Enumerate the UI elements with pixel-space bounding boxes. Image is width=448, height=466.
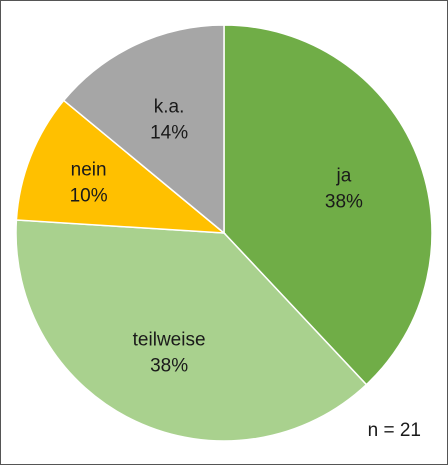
slice-category-label: k.a. (154, 96, 185, 117)
slice-category-label: ja (336, 166, 352, 187)
slice-value-label: 38% (325, 192, 363, 213)
slice-category-label: nein (71, 159, 107, 180)
slice-category-label: teilweise (133, 330, 206, 351)
slice-value-label: 14% (150, 122, 188, 143)
slice-value-label: 10% (70, 185, 108, 206)
pie-slice-teilweise (15, 219, 368, 442)
pie-slice-k-a (62, 24, 225, 235)
pie-slice-ja (223, 24, 433, 386)
pie-slice-nein (15, 99, 227, 234)
sample-size-annotation: n = 21 (367, 420, 421, 441)
slice-value-label: 38% (150, 356, 188, 377)
